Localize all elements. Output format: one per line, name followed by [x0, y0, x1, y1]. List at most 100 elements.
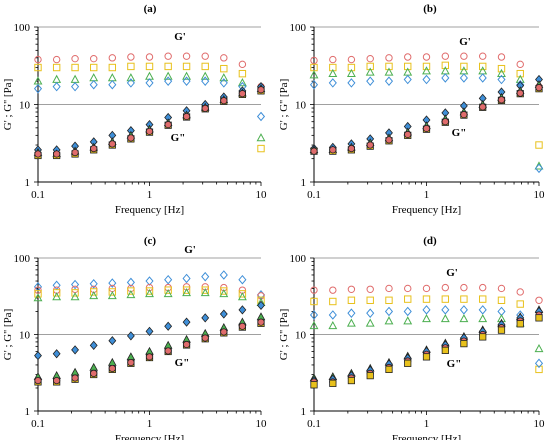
data-point-yellow-square: [329, 297, 337, 306]
data-point-green-triangle: [346, 68, 356, 77]
data-point-red-circle-filled: [516, 89, 524, 97]
data-point-green-triangle: [309, 320, 319, 330]
data-point-green-triangle: [89, 291, 99, 300]
y-tick-label: 1: [301, 406, 307, 418]
data-point-red-circle-filled: [108, 140, 116, 148]
data-point-red-circle-filled: [441, 118, 449, 126]
data-point-red-circle: [145, 53, 154, 61]
data-point-red-circle: [220, 54, 228, 62]
data-point-yellow-square: [310, 297, 318, 306]
data-point-red-circle: [479, 52, 487, 60]
data-point-yellow-square: [145, 287, 154, 295]
data-point-green-triangle: [309, 70, 319, 79]
data-point-red-circle: [422, 284, 431, 293]
data-point-yellow-square: [145, 62, 154, 71]
data-point-blue-diamond: [403, 306, 412, 317]
data-point-red-circle-filled: [347, 144, 355, 153]
data-point-yellow-square: [90, 288, 98, 296]
data-point-yellow-square: [460, 62, 468, 71]
data-point-yellow-square: [479, 62, 487, 71]
data-point-blue-diamond-filled: [257, 300, 265, 311]
annotation-loss-modulus: G": [447, 358, 462, 370]
data-point-blue-diamond-filled: [164, 321, 173, 331]
data-point-red-circle-filled: [385, 136, 393, 144]
data-point-red-circle-filled: [145, 353, 154, 361]
y-axis-label: G' ; G'' [Pa]: [2, 79, 14, 130]
data-point-blue-diamond: [52, 81, 61, 92]
x-axis-label: Frequency [Hz]: [115, 433, 184, 440]
data-point-red-circle: [71, 54, 79, 63]
data-point-red-circle-filled: [71, 148, 79, 157]
data-point-blue-diamond: [145, 276, 154, 286]
data-point-red-circle-filled: [422, 124, 431, 133]
data-point-green-triangle-filled: [108, 357, 117, 366]
data-point-red-circle: [90, 54, 98, 63]
data-point-red-circle-filled: [329, 146, 337, 154]
data-point-green-triangle: [200, 288, 210, 297]
annotation-storage-modulus: G': [184, 244, 196, 256]
x-axis-label: Frequency [Hz]: [115, 204, 184, 216]
data-point-green-triangle: [534, 343, 544, 353]
data-point-yellow-square: [34, 63, 42, 72]
data-point-yellow-square: [238, 290, 247, 298]
data-point-red-circle: [201, 52, 209, 60]
x-tick-label: 10: [534, 418, 546, 430]
data-point-yellow-square-filled: [422, 353, 431, 361]
data-point-yellow-square: [441, 295, 450, 303]
data-point-green-triangle: [107, 291, 117, 300]
data-point-yellow-square: [52, 63, 61, 72]
data-point-red-circle: [34, 55, 42, 64]
x-tick-label: 0.1: [31, 189, 45, 201]
data-point-green-triangle: [328, 68, 338, 77]
data-point-red-circle: [127, 53, 135, 61]
data-point-yellow-square: [385, 62, 393, 71]
data-point-blue-diamond: [256, 111, 266, 122]
data-point-yellow-square-filled: [535, 314, 543, 322]
data-point-green-triangle: [70, 292, 80, 301]
data-point-red-circle-filled: [310, 147, 318, 155]
x-tick-label: 1: [147, 189, 153, 201]
data-point-green-triangle: [219, 73, 229, 82]
data-point-green-triangle: [163, 71, 173, 80]
data-point-red-circle-filled: [220, 97, 228, 105]
data-point-yellow-square-filled: [366, 372, 374, 380]
y-tick-label: 1: [25, 406, 31, 418]
x-tick-label: 0.1: [307, 189, 321, 201]
data-point-green-triangle: [182, 71, 192, 80]
data-point-blue-diamond: [201, 76, 210, 86]
y-tick-label: 10: [295, 100, 307, 112]
data-point-red-circle: [441, 52, 450, 60]
data-point-red-circle-filled: [201, 104, 209, 113]
data-point-yellow-square-filled: [385, 365, 393, 373]
data-point-green-triangle: [52, 292, 62, 301]
data-point-red-circle: [422, 53, 431, 61]
data-point-blue-diamond: [366, 308, 375, 318]
x-axis-label: Frequency [Hz]: [392, 204, 461, 216]
data-point-red-circle-filled: [220, 328, 228, 336]
data-point-green-triangle: [107, 73, 117, 82]
data-point-red-circle-filled: [238, 322, 246, 330]
data-point-red-circle: [310, 56, 318, 65]
data-point-red-circle-filled: [34, 150, 42, 158]
data-point-red-circle: [535, 296, 543, 304]
data-point-red-circle-filled: [71, 374, 79, 382]
data-point-yellow-square: [238, 69, 247, 78]
data-point-red-circle: [164, 52, 172, 60]
data-point-yellow-square: [441, 61, 450, 70]
data-point-yellow-square: [164, 62, 172, 71]
data-point-red-circle-filled: [257, 86, 265, 94]
data-point-green-triangle: [328, 320, 338, 330]
data-point-blue-diamond: [366, 76, 375, 86]
data-point-blue-diamond: [422, 305, 431, 315]
x-tick-label: 0.1: [307, 418, 321, 430]
data-point-blue-diamond-filled: [145, 326, 154, 336]
data-points: [309, 283, 544, 389]
data-point-red-circle-filled: [90, 144, 98, 153]
y-tick-label: 10: [19, 330, 31, 342]
data-point-yellow-square: [257, 144, 265, 153]
x-tick-label: 1: [424, 189, 430, 201]
data-point-blue-diamond: [441, 73, 450, 83]
data-point-green-triangle: [256, 133, 266, 142]
